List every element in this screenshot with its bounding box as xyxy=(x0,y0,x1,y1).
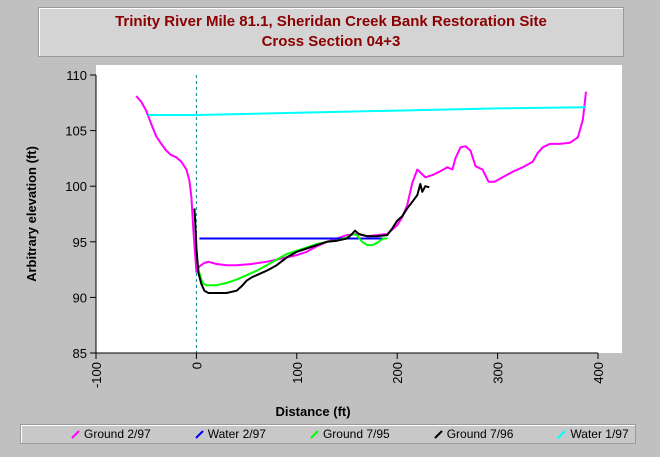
x-tick-label: 0 xyxy=(189,362,204,369)
plot-area xyxy=(96,65,622,353)
legend-swatch xyxy=(71,429,80,439)
legend-item: Ground 7/95 xyxy=(310,427,390,441)
series-line-5 xyxy=(148,106,587,116)
chart-legend: Ground 2/97 Water 2/97 Ground 7/95 Ground 7… xyxy=(20,424,636,444)
series-line-3 xyxy=(197,233,388,287)
y-tick-label: 100 xyxy=(65,179,87,194)
chart-subtitle: Cross Section 04+3 xyxy=(261,33,401,50)
legend-swatch xyxy=(310,429,319,439)
x-tick-label: 200 xyxy=(390,362,405,384)
legend-swatch xyxy=(433,429,443,439)
x-tick-label: -100 xyxy=(89,362,104,388)
legend-item: Water 2/97 xyxy=(195,427,266,441)
x-tick-label: 300 xyxy=(491,362,506,384)
legend-label: Water 2/97 xyxy=(207,427,266,441)
x-tick-label: 400 xyxy=(591,362,606,384)
y-tick-label: 90 xyxy=(73,290,87,305)
legend-swatch xyxy=(557,429,567,439)
legend-label: Ground 7/96 xyxy=(446,427,514,441)
x-axis-label: Distance (ft) xyxy=(275,404,350,419)
series-line-4 xyxy=(193,183,430,294)
chart-title: Trinity River Mile 81.1, Sheridan Creek … xyxy=(115,13,547,30)
y-tick-label: 110 xyxy=(66,68,87,83)
x-tick-label: 100 xyxy=(290,362,305,384)
chart-title-box: Trinity River Mile 81.1, Sheridan Creek … xyxy=(38,7,624,57)
legend-item: Ground 7/96 xyxy=(433,427,514,441)
legend-label: Ground 7/95 xyxy=(322,427,390,441)
legend-swatch xyxy=(195,429,204,439)
legend-label: Ground 2/97 xyxy=(84,427,151,441)
y-tick-label: 85 xyxy=(73,346,87,361)
y-tick-label: 105 xyxy=(65,124,87,139)
legend-item: Water 1/97 xyxy=(557,427,629,441)
y-tick-label: 95 xyxy=(73,235,87,250)
legend-label: Water 1/97 xyxy=(570,427,629,441)
y-axis-label: Arbitrary elevation (ft) xyxy=(24,146,39,282)
legend-item: Ground 2/97 xyxy=(71,427,151,441)
